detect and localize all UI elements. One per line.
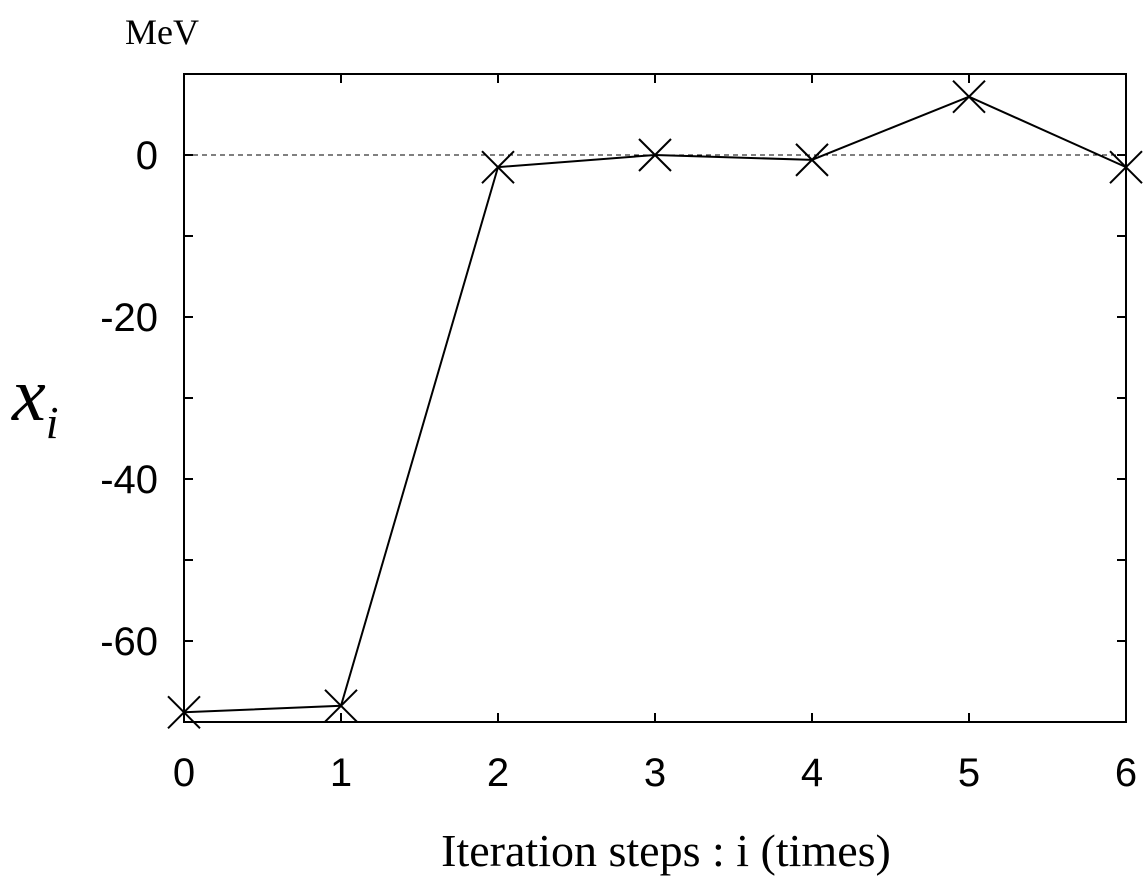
series-markers — [167, 79, 1143, 729]
y-tick-label-2: -40 — [100, 458, 158, 502]
x-tick-label-6: 6 — [1115, 751, 1137, 795]
y-tick-label-1: -20 — [100, 296, 158, 340]
y-axis-label: xi — [11, 353, 59, 448]
axis-ticks — [183, 73, 1127, 723]
x-tick-label-2: 2 — [487, 751, 509, 795]
y-unit-label: MeV — [125, 12, 199, 52]
x-tick-label-3: 3 — [644, 751, 666, 795]
x-axis-label: Iteration steps : i (times) — [441, 825, 891, 876]
x-tick-label-0: 0 — [173, 751, 195, 795]
y-tick-label-3: -60 — [100, 620, 158, 664]
plot-frame — [183, 73, 1127, 723]
x-tick-label-5: 5 — [958, 751, 980, 795]
x-tick-label-1: 1 — [330, 751, 352, 795]
data-point-marker-3 — [638, 138, 672, 172]
tick-labels: 0 -20 -40 -60 0 1 2 3 4 5 6 — [100, 134, 1137, 795]
data-point-marker-2 — [481, 150, 515, 184]
data-point-marker-1 — [324, 689, 358, 723]
y-tick-label-0: 0 — [136, 134, 158, 178]
series-line — [183, 95, 1127, 714]
data-point-marker-4 — [795, 143, 829, 177]
x-tick-label-4: 4 — [801, 751, 823, 795]
data-point-marker-5 — [952, 79, 986, 114]
